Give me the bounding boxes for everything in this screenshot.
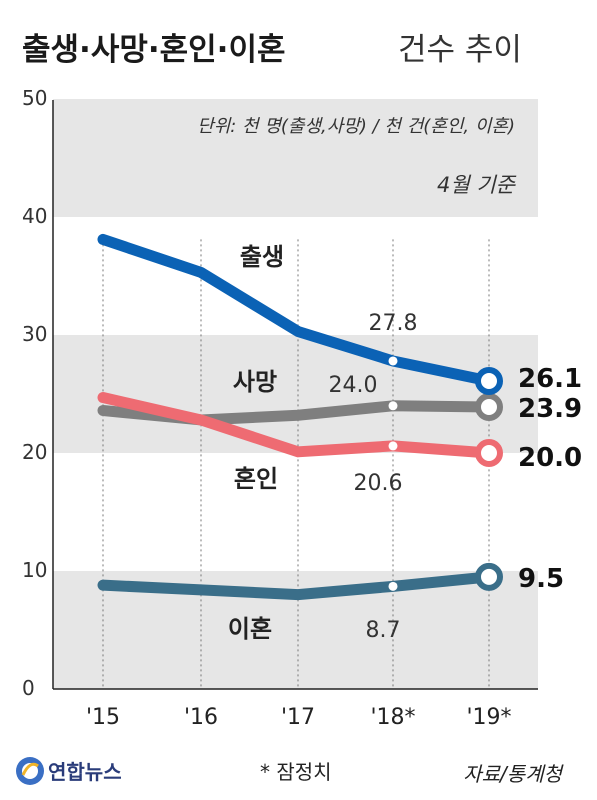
end-point-marker xyxy=(475,562,503,591)
y-tick-label: 10 xyxy=(22,558,47,582)
end-value-label: 23.9 xyxy=(518,394,582,424)
data-point-marker xyxy=(388,441,398,451)
x-axis-ticks: '15 '16 '17 '18* '19* xyxy=(86,705,512,730)
band-1 xyxy=(53,335,538,453)
series-line-2 xyxy=(97,392,495,459)
series-name-divorce: 이혼 xyxy=(228,615,272,643)
footnote: * 잠정치 xyxy=(260,760,332,784)
x-tick-label: '17 xyxy=(281,705,315,730)
data-label: 24.0 xyxy=(329,373,378,398)
chart-title: 출생·사망·혼인·이혼 xyxy=(22,32,286,68)
end-point-marker xyxy=(475,367,503,396)
data-point-marker xyxy=(388,401,398,411)
data-point-marker xyxy=(388,356,398,366)
x-tick-label: '18* xyxy=(370,705,415,730)
yonhap-logo: 연합뉴스 xyxy=(16,757,122,785)
y-tick-label: 30 xyxy=(22,322,47,346)
series-line-0 xyxy=(97,233,495,387)
chart-subtitle: 건수 추이 xyxy=(398,32,522,68)
series-name-death: 사망 xyxy=(233,368,277,396)
x-tick-label: '16 xyxy=(184,705,218,730)
unit-note: 단위: 천 명(출생,사망) / 천 건(혼인, 이혼) xyxy=(197,116,515,137)
series-name-birth: 출생 xyxy=(240,243,284,271)
data-label: 8.7 xyxy=(366,618,401,643)
series-name-marriage: 혼인 xyxy=(234,465,278,493)
source-note: 자료/통계청 xyxy=(463,762,564,786)
x-tick-label: '19* xyxy=(466,705,511,730)
data-label: 20.6 xyxy=(354,471,403,496)
end-point-marker xyxy=(475,392,503,421)
y-tick-label: 40 xyxy=(22,204,47,228)
month-note: 4월 기준 xyxy=(437,173,517,197)
x-tick-label: '15 xyxy=(86,705,120,730)
data-point-marker xyxy=(388,581,398,591)
logo-text: 연합뉴스 xyxy=(48,760,122,784)
end-point-marker xyxy=(475,439,503,467)
band-0 xyxy=(53,99,538,217)
y-tick-label: 50 xyxy=(22,86,47,110)
series-line-3 xyxy=(97,571,495,601)
end-value-label: 26.1 xyxy=(518,364,582,394)
y-tick-label: 0 xyxy=(22,676,35,700)
series-group: 24.0 23.9 20.6 20.0 8.7 9.5 27.8 26.1 xyxy=(97,233,582,643)
end-value-label: 20.0 xyxy=(518,443,582,473)
y-axis-ticks: 0 10 20 30 40 50 xyxy=(22,86,47,700)
data-label: 27.8 xyxy=(369,311,418,336)
y-tick-label: 20 xyxy=(22,440,47,464)
end-value-label: 9.5 xyxy=(518,564,564,594)
